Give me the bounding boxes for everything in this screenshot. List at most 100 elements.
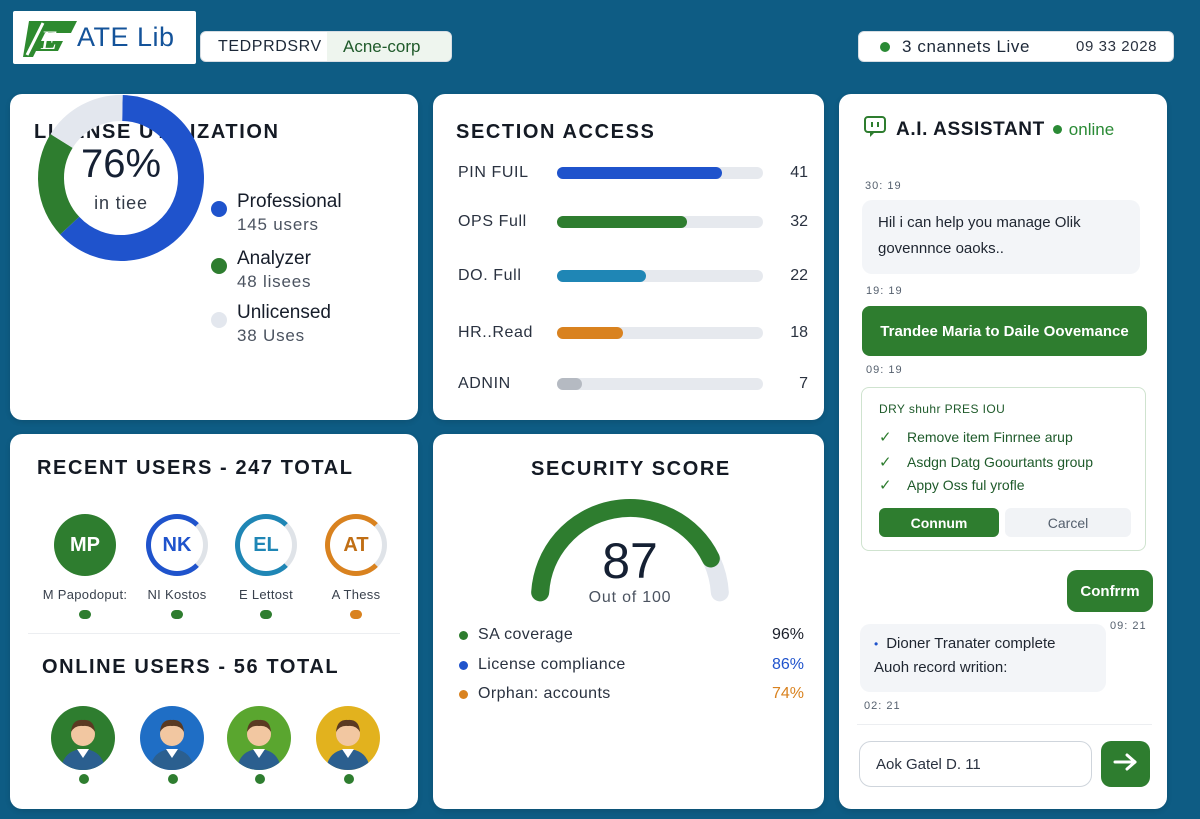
- section-access-row[interactable]: OPS Full 32: [458, 212, 808, 232]
- message-line: Auoh record writion:: [874, 659, 1008, 676]
- legend-unlicensed[interactable]: Unlicensed 38 Uses: [211, 302, 331, 346]
- section-access-row[interactable]: DO. Full 22: [458, 266, 808, 286]
- online-dot-icon: [79, 774, 89, 784]
- license-panel: LICENSE UTILIZATION: [10, 94, 418, 420]
- gauge-fill: [531, 499, 720, 602]
- timestamp: 30: 19: [865, 180, 902, 192]
- server-name: TEDPRDSRV: [218, 37, 322, 55]
- action-item-label: Appy Oss ful yrofle: [907, 477, 1025, 493]
- send-button[interactable]: [1101, 741, 1150, 787]
- metric-label: SA coverage: [478, 626, 574, 643]
- timestamp: 02: 21: [864, 700, 901, 712]
- top-bar: E ATE Lib TEDPRDSRV Acne-corp 3 cnannets…: [0, 0, 1200, 76]
- progress-track: [557, 327, 763, 339]
- confirm-button[interactable]: Connum: [879, 508, 999, 537]
- logo-mark-icon: E: [19, 15, 83, 61]
- cancel-button[interactable]: Carcel: [1005, 508, 1131, 537]
- action-card: DRY shuhr PRES IOU ✓ Remove item Finrnee …: [861, 387, 1146, 551]
- legend-dot-icon: [211, 201, 227, 217]
- security-title: SECURITY SCORE: [531, 458, 731, 480]
- progress-track: [557, 270, 763, 282]
- online-dot-icon: [255, 774, 265, 784]
- metric-dot-icon: [459, 630, 468, 640]
- app-logo[interactable]: E ATE Lib: [13, 11, 196, 64]
- timestamp: 09: 21: [1110, 620, 1147, 632]
- security-gauge: [531, 499, 729, 602]
- legend-name: Analyzer: [237, 248, 311, 269]
- divider: [28, 633, 400, 634]
- app-name: ATE Lib: [77, 22, 175, 52]
- user-message: Confrrm: [1067, 570, 1153, 612]
- security-score: 87: [602, 533, 658, 589]
- section-label: PIN FUIL: [458, 164, 529, 181]
- user-avatar[interactable]: AT: [325, 514, 387, 576]
- action-card-title: DRY shuhr PRES IOU: [879, 402, 1006, 416]
- online-user-avatar-icon[interactable]: [51, 706, 115, 770]
- online-user-avatar-icon[interactable]: [227, 706, 291, 770]
- progress-fill: [557, 327, 623, 339]
- progress-track: [557, 216, 763, 228]
- section-label: HR..Read: [458, 324, 534, 341]
- donut-slice-analyzer: [38, 134, 80, 235]
- license-percent: 76%: [80, 142, 162, 186]
- user-name: A Thess: [331, 587, 381, 602]
- channels-status: 3 cnannets Live: [902, 36, 1031, 56]
- metric-value: 86%: [771, 656, 804, 673]
- arrow-right-icon: [1113, 752, 1139, 777]
- status-dot-icon: [260, 610, 272, 619]
- user-avatar[interactable]: NK: [146, 514, 208, 576]
- action-item: ✓ Appy Oss ful yrofle: [879, 476, 1025, 494]
- assistant-message: Hil i can help you manage Olik govennnce…: [862, 200, 1140, 274]
- status-dot-icon: [79, 610, 91, 619]
- online-users-title: ONLINE USERS - 56 TOTAL: [42, 656, 340, 678]
- progress-fill: [557, 167, 722, 179]
- donut-center: 76% in tiee: [36, 93, 206, 263]
- section-access-row[interactable]: HR..Read 18: [458, 323, 808, 343]
- user-message: Trandee Maria to Daile Oovemance: [862, 306, 1147, 356]
- progress-fill: [557, 270, 646, 282]
- user-name: NI Kostos: [147, 587, 207, 602]
- live-dot-icon: [880, 41, 890, 52]
- license-percent-label: in tiee: [94, 193, 148, 213]
- server-selector[interactable]: TEDPRDSRV Acne-corp: [200, 31, 452, 62]
- online-dot-icon: [1052, 125, 1062, 134]
- check-icon: ✓: [879, 454, 892, 471]
- donut-slice-professional: [60, 95, 204, 261]
- legend-dot-icon: [211, 312, 227, 328]
- timestamp: 09: 19: [866, 364, 903, 376]
- legend-count: 145 users: [237, 215, 319, 234]
- security-panel: SECURITY SCORE: [433, 434, 824, 809]
- message-line: • Dioner Tranater complete: [874, 635, 1056, 652]
- legend-analyzer[interactable]: Analyzer 48 lisees: [211, 248, 311, 292]
- action-item-label: Asdgn Datg Goourtants group: [907, 454, 1094, 470]
- chat-input[interactable]: Aok Gatel D. 11: [859, 741, 1092, 787]
- user-avatar[interactable]: MP: [54, 514, 116, 576]
- user-avatar[interactable]: EL: [235, 514, 297, 576]
- metric-dot-icon: [459, 660, 468, 670]
- clock: 09 33 2028: [1076, 38, 1158, 55]
- section-access-row[interactable]: ADNIN 7: [458, 374, 808, 394]
- donut-slice-unlicensed: [50, 95, 123, 149]
- status-dot-icon: [350, 610, 362, 619]
- chat-icon: [863, 115, 887, 144]
- live-status[interactable]: 3 cnannets Live 09 33 2028: [858, 31, 1174, 62]
- bullet-icon: •: [874, 637, 879, 651]
- online-user-avatar-icon[interactable]: [316, 706, 380, 770]
- progress-fill: [557, 378, 582, 390]
- security-metric: SA coverage 96%: [459, 626, 804, 644]
- divider: [857, 724, 1152, 725]
- legend-professional[interactable]: Professional 145 users: [211, 191, 342, 235]
- section-access-row[interactable]: PIN FUIL 41: [458, 163, 808, 183]
- section-count: 22: [790, 267, 808, 284]
- check-icon: ✓: [879, 477, 892, 494]
- security-metric: License compliance 86%: [459, 656, 804, 674]
- online-dot-icon: [168, 774, 178, 784]
- online-dot-icon: [344, 774, 354, 784]
- online-user-avatar-icon[interactable]: [140, 706, 204, 770]
- license-donut-chart: [38, 95, 204, 261]
- section-count: 18: [790, 324, 808, 341]
- logo-mark-letter: E: [40, 26, 57, 55]
- metric-label: Orphan: accounts: [478, 685, 611, 702]
- section-access-panel: SECTION ACCESS: [433, 94, 824, 420]
- user-name: M Papodoput:: [42, 587, 128, 602]
